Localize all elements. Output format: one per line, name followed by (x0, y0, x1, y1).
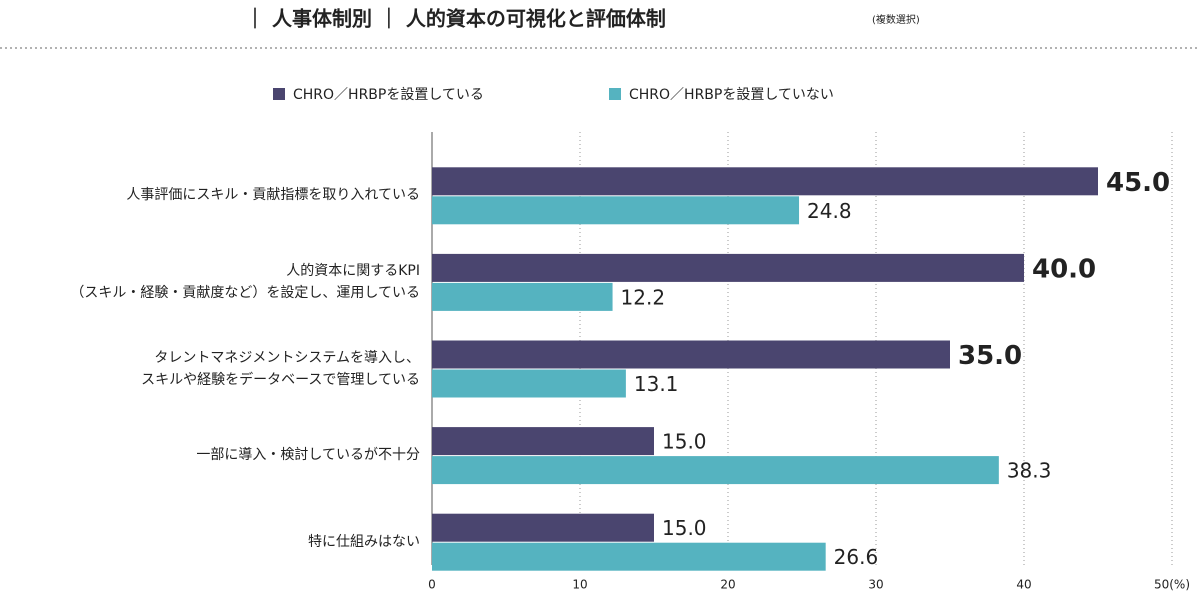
bar (432, 196, 800, 225)
value-label: 15.0 (662, 430, 707, 454)
value-label: 12.2 (621, 285, 666, 309)
legend-swatch (609, 88, 621, 100)
x-tick-label: 0 (428, 578, 436, 592)
x-tick-label: 20 (720, 578, 735, 592)
legend-swatch (273, 88, 285, 100)
value-label: 35.0 (958, 341, 1022, 371)
bar (432, 542, 826, 571)
x-tick-label: 40 (1016, 578, 1031, 592)
bar (432, 369, 626, 398)
bar (432, 253, 1024, 282)
category-label: タレントマネジメントシステムを導入し、 スキルや経験をデータベースで管理している (141, 349, 420, 388)
value-label: 45.0 (1106, 168, 1170, 198)
value-label: 13.1 (634, 372, 679, 396)
category-label: 特に仕組みはない (308, 533, 420, 550)
legend-label: CHRO／HRBPを設置していない (629, 87, 834, 103)
value-label: 24.8 (807, 199, 852, 223)
category-label: 一部に導入・検討しているが不十分 (196, 447, 420, 464)
value-label: 40.0 (1032, 254, 1096, 284)
x-tick-label: 10 (572, 578, 587, 592)
category-label: 人的資本に関するKPI （スキル・経験・貢献度など）を設定し、運用している (70, 262, 420, 301)
x-tick-label: 30 (868, 578, 883, 592)
bar (432, 340, 950, 369)
value-label: 26.6 (834, 545, 879, 569)
bar (432, 167, 1098, 196)
legend-label: CHRO／HRBPを設置している (293, 87, 484, 103)
bar (432, 282, 613, 311)
x-tick-label: 50(%) (1154, 578, 1190, 592)
chart-title: ｜ 人事体制別 ｜ 人的資本の可視化と評価体制 (245, 7, 666, 31)
category-label: 人事評価にスキル・貢献指標を取り入れている (126, 187, 420, 204)
bar (432, 456, 999, 485)
bar (432, 427, 654, 456)
value-label: 15.0 (662, 516, 707, 540)
bar (432, 513, 654, 542)
value-label: 38.3 (1007, 459, 1052, 483)
chart-subtitle: (複数選択) (872, 13, 920, 26)
